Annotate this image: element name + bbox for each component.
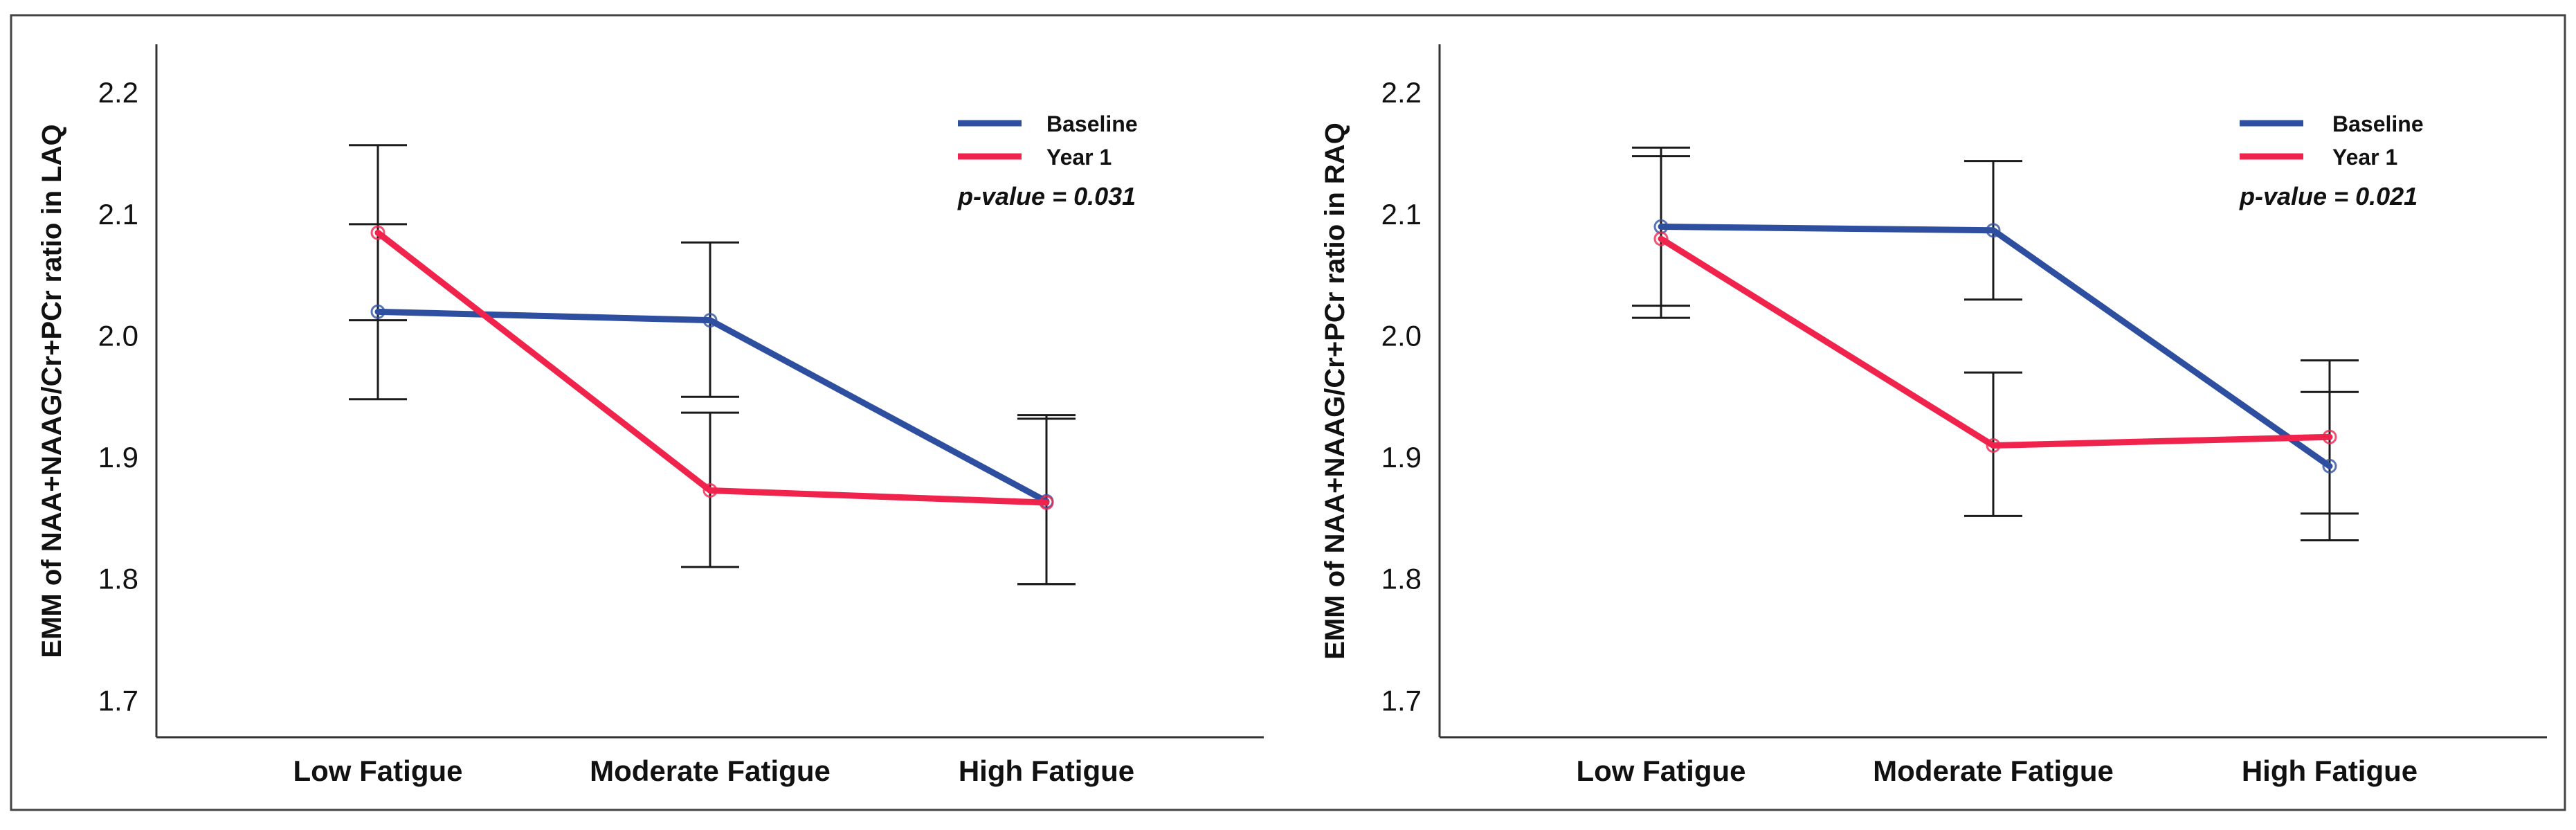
x-category-label: Moderate Fatigue: [590, 755, 831, 787]
data-point: [2322, 429, 2337, 444]
y-tick-label: 2.0: [1381, 319, 1422, 352]
x-category-label: High Fatigue: [2242, 755, 2418, 787]
x-category-label: High Fatigue: [959, 755, 1134, 787]
y-tick-label: 2.2: [98, 76, 138, 109]
y-tick-label: 2.2: [1381, 76, 1422, 109]
data-point: [702, 313, 718, 328]
legend-label-year1: Year 1: [2332, 145, 2397, 170]
data-point: [2322, 458, 2337, 473]
x-category-label: Moderate Fatigue: [1873, 755, 2114, 787]
legend-label-baseline: Baseline: [1046, 111, 1138, 136]
data-point: [370, 304, 386, 319]
legend: Baseline Year 1 p-value = 0.021: [2239, 111, 2424, 210]
chart-marks: [349, 144, 1076, 586]
x-category-labels: Low Fatigue Moderate Fatigue High Fatigu…: [1577, 755, 2418, 787]
y-tick-label: 2.1: [1381, 198, 1422, 231]
data-point: [1986, 223, 2001, 238]
data-point: [1653, 231, 1669, 246]
series-line-year-1: [1658, 235, 2333, 449]
y-axis-title: EMM of NAA+NAAG/Cr+PCr ratio in RAQ: [1320, 123, 1350, 660]
y-tick-label: 1.8: [98, 563, 138, 595]
legend-label-year1: Year 1: [1046, 145, 1112, 170]
data-point: [370, 225, 386, 240]
y-tick-labels: 1.7 1.8 1.9 2.0 2.1 2.2: [1381, 76, 1422, 716]
y-tick-label: 1.7: [98, 684, 138, 716]
figure-border: [10, 14, 2566, 811]
series-line-baseline: [1658, 223, 2333, 469]
chart-panel-laq: 1.7 1.8 1.9 2.0 2.1 2.2 EMM of NAA+NAAG/…: [37, 44, 1264, 787]
x-category-label: Low Fatigue: [1577, 755, 1746, 787]
data-point: [702, 483, 718, 498]
series-line-baseline: [374, 308, 1050, 505]
y-tick-label: 1.9: [98, 441, 138, 473]
y-tick-label: 1.9: [1381, 441, 1422, 473]
y-tick-label: 1.8: [1381, 563, 1422, 595]
y-axis-title: EMM of NAA+NAAG/Cr+PCr ratio in LAQ: [37, 124, 67, 658]
chart-panel-raq: 1.7 1.8 1.9 2.0 2.1 2.2 EMM of NAA+NAAG/…: [1320, 44, 2547, 787]
x-category-labels: Low Fatigue Moderate Fatigue High Fatigu…: [293, 755, 1135, 787]
p-value-annotation: p-value = 0.021: [2239, 182, 2418, 210]
y-tick-label: 1.7: [1381, 684, 1422, 716]
legend-label-baseline: Baseline: [2332, 111, 2424, 136]
y-tick-label: 2.0: [98, 319, 138, 352]
legend: Baseline Year 1 p-value = 0.031: [957, 111, 1138, 210]
chart-marks: [1632, 146, 2359, 542]
x-category-label: Low Fatigue: [293, 755, 463, 787]
y-tick-labels: 1.7 1.8 1.9 2.0 2.1 2.2: [98, 76, 138, 716]
data-point: [1986, 438, 2001, 453]
data-point: [1039, 495, 1054, 510]
series-line-year-1: [374, 229, 1050, 506]
y-tick-label: 2.1: [98, 198, 138, 231]
p-value-annotation: p-value = 0.031: [957, 182, 1136, 210]
